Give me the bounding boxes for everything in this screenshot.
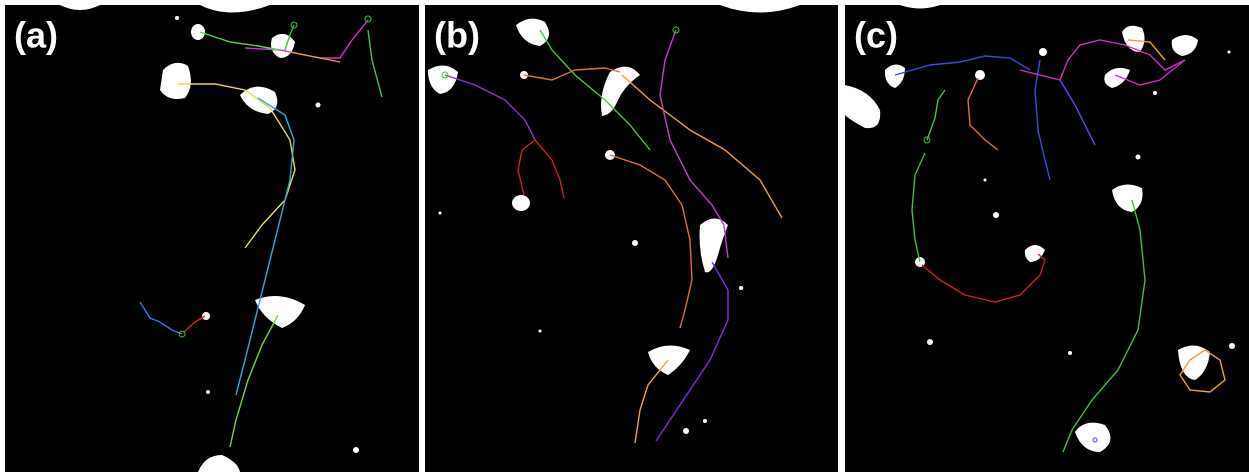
- panel-b: (b): [425, 5, 838, 472]
- panel-background: [5, 5, 419, 472]
- panel-a: (a): [5, 5, 419, 472]
- panel-label: (c): [854, 15, 898, 56]
- panel-c: (c): [845, 5, 1249, 472]
- figure: (a): [0, 0, 1249, 472]
- panel-label: (b): [434, 15, 480, 56]
- panel-label: (a): [14, 15, 58, 56]
- page: (a): [0, 0, 1249, 472]
- panel-background: [845, 5, 1249, 472]
